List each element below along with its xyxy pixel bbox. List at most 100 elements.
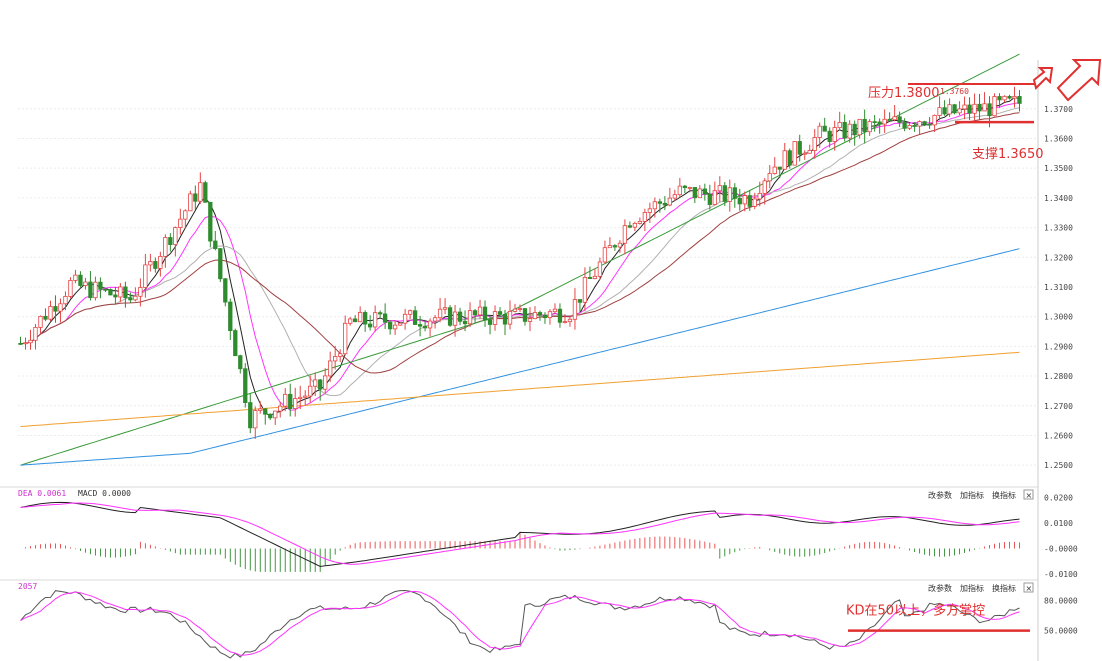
price-tick-label: 1.3000 [1044,313,1073,322]
candle-body [268,413,273,419]
candle-body [612,245,618,248]
moving-averages [20,53,1020,466]
candle-body [942,107,947,115]
candles [18,86,1022,439]
candle-body [867,121,872,133]
candle-body [997,96,1002,101]
candle-body [782,150,787,170]
candle-body [43,315,48,320]
candle-body [228,301,233,331]
candle-body [288,393,293,409]
candle-body [348,318,353,324]
candle-body [662,202,668,206]
candle-body [467,310,473,325]
candle-body [607,245,613,249]
candle-body [123,286,128,299]
candle-body [702,188,707,195]
control-0: 改参数 [928,490,952,500]
candle-body [63,296,68,305]
candle-body [747,195,752,207]
candle-body [358,312,363,323]
price-tick-label: 1.3300 [1044,224,1073,233]
candle-body [328,360,333,377]
candle-body [372,312,378,328]
candle-body [767,173,772,182]
candle-body [68,280,73,297]
candle-body [657,201,663,204]
diff-line [20,501,1020,568]
candle-body [817,125,822,138]
candle-body [592,275,598,279]
candle-body [797,141,802,155]
candle-body [108,289,113,296]
candle-body [832,127,837,142]
candle-body [827,130,832,142]
dea-label: DEA 0.0061 [18,489,66,498]
arrow-icon [1056,59,1102,102]
candle-body [213,240,218,250]
candle-body [647,208,653,213]
candle-body [363,312,368,325]
ma-30-line [20,112,1020,374]
control-2: 换指标 [992,490,1016,500]
candle-body [907,125,912,129]
candle-body [837,121,842,128]
candle-body [902,122,907,129]
candle-body [927,123,932,126]
price-tick-label: 1.2500 [1044,461,1073,470]
ma-60-line [20,53,1020,466]
candle-body [318,379,323,390]
candle-body [527,318,533,322]
candle-body [692,187,697,199]
arrow-icon [1032,67,1054,90]
macd-tick-label: 0.0200 [1044,493,1073,502]
candle-body [807,150,812,154]
candle-body [88,281,93,299]
candle-body [622,225,628,244]
candle-body [168,237,173,246]
macd-panel: DEA 0.0061 MACD 0.0000 0.0200 0.0100 -0.0000… [0,486,1078,579]
candle-body [917,121,922,127]
candle-body [298,396,303,399]
candle-body [412,310,418,325]
candle-body [672,194,677,199]
price-tick-label: 1.2700 [1044,402,1073,411]
candle-body [138,287,143,297]
candle-body [313,379,318,387]
candle-body [218,248,223,280]
candle-body [193,193,198,202]
candle-body [502,313,508,325]
candle-body [462,320,468,325]
candle-body [992,96,997,117]
macd-tick-label: -0.0100 [1044,570,1078,579]
candle-body [707,193,712,205]
candle-body [932,115,937,126]
macd-tick-label: 0.0100 [1044,519,1073,528]
candle-body [377,312,383,315]
candle-body [158,256,163,269]
candle-body [407,310,413,315]
candle-body [957,108,962,114]
candle-body [652,201,658,210]
candle-body [892,116,897,121]
candle-body [1012,96,1017,99]
ma-10-line [20,102,1020,411]
candle-body [323,375,328,390]
kd-tick-label: 80.0000 [1044,596,1078,605]
candle-body [482,306,488,321]
d-line [20,590,1020,656]
candle-body [857,118,862,136]
price-tick-label: 1.3600 [1044,134,1073,143]
candle-body [238,355,243,370]
candle-body [447,307,453,326]
price-tick-label: 1.3100 [1044,283,1073,292]
candle-body [148,261,153,266]
candle-body [812,137,817,151]
ma-20-line [20,107,1020,397]
macd-tick-label: -0.0000 [1044,545,1078,554]
control-0: 改参数 [928,583,952,593]
candle-body [552,308,558,313]
candle-body [887,118,892,121]
candle-body [922,121,927,125]
candle-body [507,310,513,325]
